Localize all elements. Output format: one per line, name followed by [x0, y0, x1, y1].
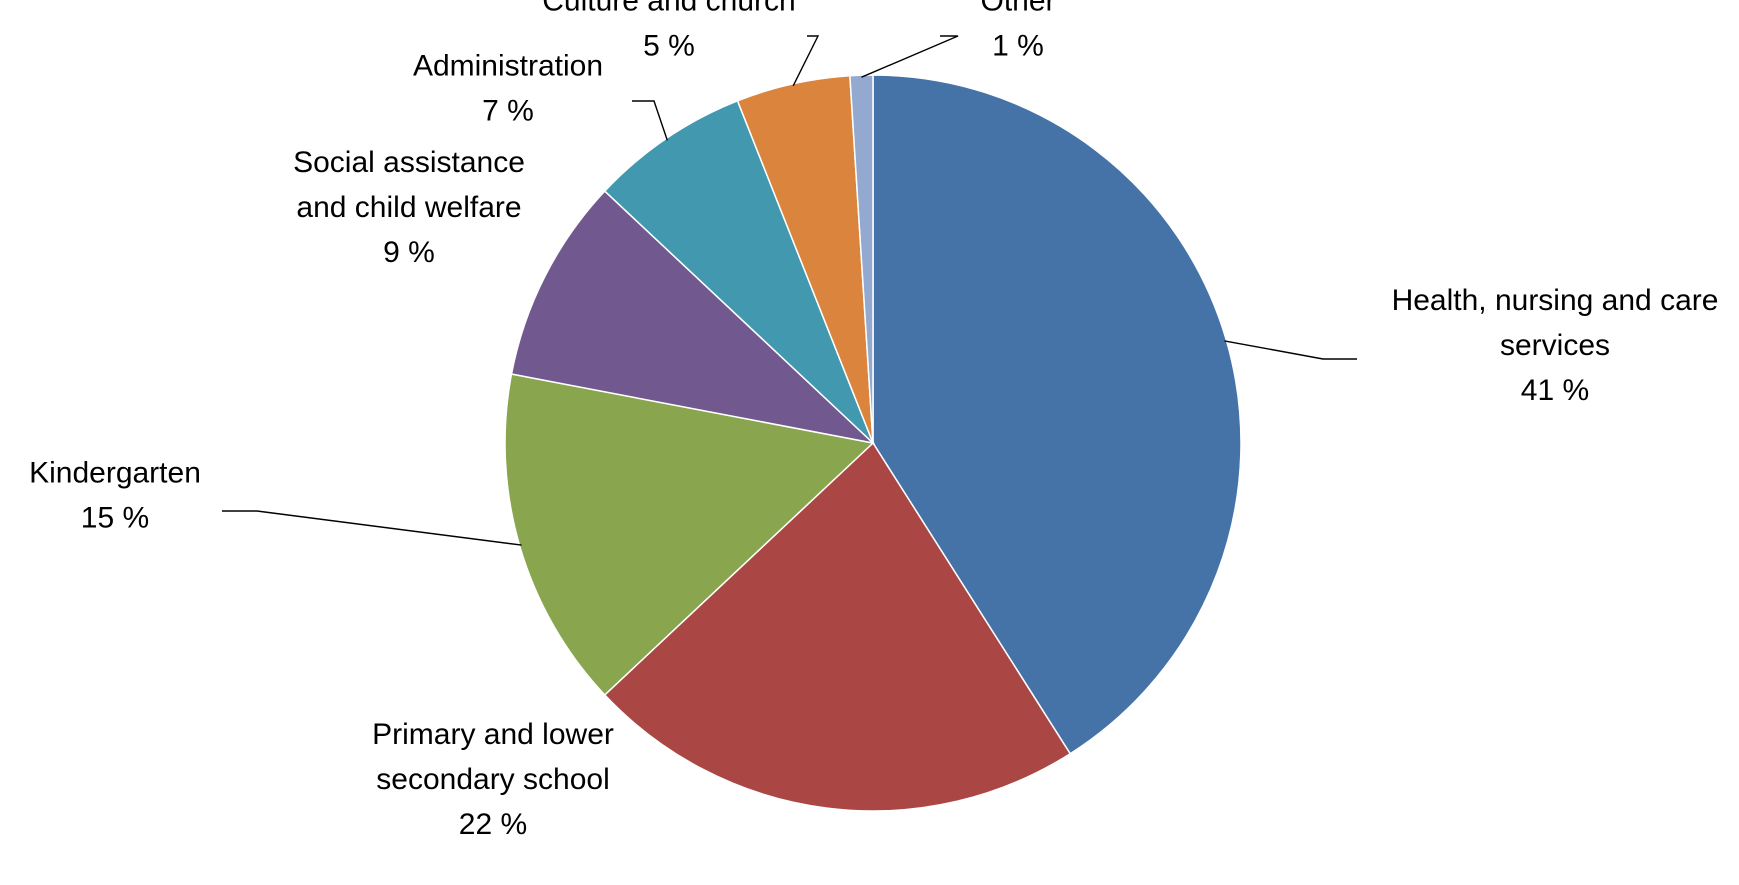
data-label-value: 22 %: [459, 808, 527, 841]
leader-line: [792, 35, 820, 87]
data-label-value: 9 %: [383, 236, 435, 269]
data-label-name: Primary and lower: [372, 718, 614, 751]
pie-slice-primary-and-lower-secondary-school: [603, 441, 1072, 812]
leader-line: [632, 100, 668, 141]
leader-line: [1224, 340, 1357, 360]
data-label-value: 7 %: [482, 94, 534, 127]
data-label-name: and child welfare: [296, 191, 521, 224]
data-label-name: secondary school: [376, 763, 609, 796]
data-label-name: Administration: [413, 49, 603, 82]
data-label-value: 5 %: [643, 29, 695, 62]
pie-slices: [504, 74, 1242, 812]
data-label-name: Kindergarten: [29, 456, 201, 489]
pie-slice-social-assistance-and-child-welfare: [510, 190, 876, 445]
data-label-name: Culture and church: [542, 0, 795, 17]
pie-slice-health-nursing-and-care-services: [872, 74, 1242, 755]
pie-slice-other: [849, 74, 874, 444]
leader-lines: [222, 35, 1357, 546]
data-label-name: Health, nursing and care: [1392, 284, 1719, 317]
pie-slice-kindergarten: [504, 373, 875, 696]
data-label-value: 1 %: [992, 29, 1044, 62]
data-label-value: 41 %: [1521, 374, 1589, 407]
leader-line: [222, 510, 522, 546]
data-label-name: Social assistance: [293, 146, 525, 179]
data-label-name: Other: [980, 0, 1055, 17]
data-labels: Health, nursing and care services 41 % Prim…: [29, 0, 1718, 841]
data-label-value: 15 %: [81, 501, 149, 534]
data-label-name: services: [1500, 329, 1610, 362]
leader-line: [861, 35, 959, 78]
